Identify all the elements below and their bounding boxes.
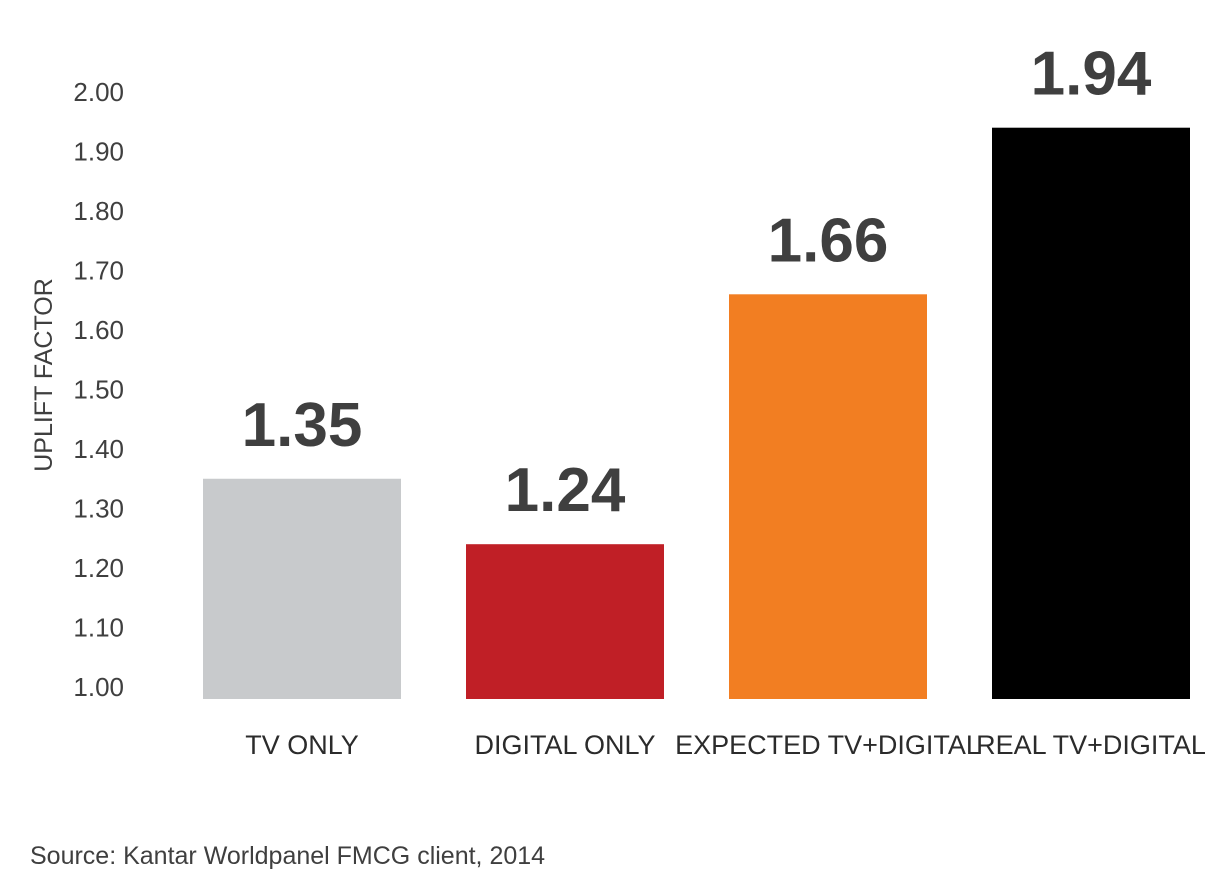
y-tick-label: 1.50 <box>73 375 124 405</box>
y-axis-ticks: 1.00 1.10 1.20 1.30 1.40 1.50 1.60 1.70 1.80 1.90… <box>73 77 124 702</box>
data-label: 1.24 <box>505 456 626 525</box>
data-label: 1.94 <box>1031 40 1152 109</box>
bar <box>203 478 401 699</box>
y-tick-label: 1.30 <box>73 494 124 524</box>
category-label: EXPECTED TV+DIGITAL <box>675 730 981 760</box>
data-labels: 1.35 1.24 1.66 1.94 <box>242 40 1152 526</box>
data-label: 1.35 <box>242 391 363 460</box>
y-tick-label: 1.20 <box>73 553 124 583</box>
category-label: DIGITAL ONLY <box>474 730 655 760</box>
y-tick-label: 1.80 <box>73 196 124 226</box>
y-tick-label: 2.00 <box>73 77 124 107</box>
y-axis-label: UPLIFT FACTOR <box>30 278 58 472</box>
category-labels: TV ONLY DIGITAL ONLY EXPECTED TV+DIGITALRE… <box>245 730 1206 760</box>
y-tick-label: 1.10 <box>73 613 124 643</box>
bars <box>203 127 1190 699</box>
source-note: Source: Kantar Worldpanel FMCG client, 2… <box>30 842 545 870</box>
y-tick-label: 1.40 <box>73 434 124 464</box>
category-label: REAL TV+DIGITAL <box>976 730 1206 760</box>
bar <box>729 294 927 699</box>
y-tick-label: 1.90 <box>73 137 124 167</box>
y-tick-label: 1.70 <box>73 256 124 286</box>
bar <box>466 544 664 699</box>
bar <box>992 127 1190 699</box>
y-tick-label: 1.60 <box>73 315 124 345</box>
data-label: 1.66 <box>768 206 889 275</box>
category-label: TV ONLY <box>245 730 359 760</box>
y-tick-label: 1.00 <box>73 672 124 702</box>
